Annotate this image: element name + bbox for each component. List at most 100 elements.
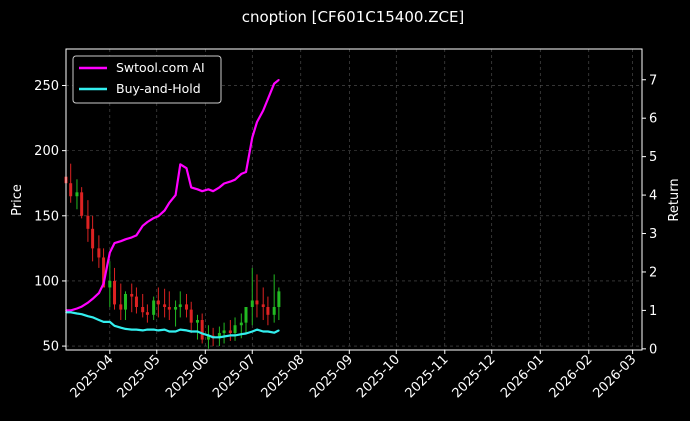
y-axis-right-label: Return: [667, 178, 682, 221]
series-point: [234, 179, 236, 181]
series-point: [76, 308, 78, 310]
series-point: [103, 321, 105, 323]
y-left-tick-label: 150: [34, 209, 59, 224]
series-point: [147, 221, 149, 223]
series-point: [256, 121, 258, 123]
candle-body: [86, 216, 89, 229]
series-point: [223, 183, 225, 185]
candle-body: [135, 297, 138, 307]
series-point: [169, 202, 171, 204]
series-point: [197, 189, 199, 191]
candle-body: [168, 307, 171, 310]
candle-body: [91, 229, 94, 249]
series-point: [219, 337, 221, 339]
series-point: [114, 242, 116, 244]
candle-body: [223, 330, 226, 333]
candle-body: [69, 183, 72, 196]
series-point: [175, 331, 177, 333]
series-point: [131, 329, 133, 331]
candle-body: [130, 294, 133, 297]
candle-body: [75, 192, 78, 196]
candle-body: [146, 312, 149, 315]
series-point: [87, 302, 89, 304]
candle-body: [229, 330, 232, 333]
series-point: [267, 98, 269, 100]
candle-body: [255, 300, 258, 304]
series-point: [175, 194, 177, 196]
candle-body: [163, 304, 166, 307]
series-point: [212, 337, 214, 339]
y-right-tick-label: 6: [649, 112, 657, 127]
y-right-tick-label: 7: [649, 73, 657, 88]
series-point: [278, 330, 280, 332]
series-point: [81, 306, 83, 308]
series-point: [262, 110, 264, 112]
series-point: [256, 329, 258, 331]
y-left-tick-label: 250: [34, 79, 59, 94]
series-point: [98, 319, 100, 321]
y-left-tick-label: 50: [42, 340, 59, 355]
series-point: [245, 171, 247, 173]
series-point: [201, 190, 203, 192]
series-point: [234, 335, 236, 337]
series-point: [147, 329, 149, 331]
series-point: [179, 329, 181, 331]
series-point: [98, 292, 100, 294]
series-point: [223, 336, 225, 338]
candle-body: [152, 300, 155, 314]
series-point: [92, 298, 94, 300]
candle-body: [141, 307, 144, 312]
series-point: [241, 333, 243, 335]
series-point: [212, 190, 214, 192]
series-point: [164, 329, 166, 331]
candle-body: [190, 310, 193, 323]
y-axis-left-label: Price: [10, 184, 25, 216]
y-right-tick-label: 5: [649, 150, 657, 165]
series-point: [245, 333, 247, 335]
series-point: [87, 315, 89, 317]
candle-body: [157, 300, 160, 304]
series-point: [208, 335, 210, 337]
series-point: [76, 313, 78, 315]
series-point: [278, 79, 280, 81]
chart-title: cnoption [CF601C15400.ZCE]: [242, 8, 465, 26]
candle-body: [245, 307, 248, 323]
y-left-tick-label: 100: [34, 274, 59, 289]
candle-body: [113, 281, 116, 304]
series-point: [273, 83, 275, 85]
y-right-tick-label: 3: [649, 227, 657, 242]
y-right-tick-label: 0: [649, 342, 657, 357]
series-point: [241, 173, 243, 175]
series-point: [201, 333, 203, 335]
series-point: [125, 238, 127, 240]
series-point: [169, 331, 171, 333]
series-point: [142, 330, 144, 332]
series-point: [208, 189, 210, 191]
candle-body: [251, 300, 254, 307]
candle-body: [266, 307, 269, 315]
candle-body: [262, 304, 265, 307]
series-point: [164, 210, 166, 212]
series-point: [230, 181, 232, 183]
candle-body: [240, 323, 243, 326]
candle-body: [174, 307, 177, 310]
candle-body: [277, 291, 280, 307]
series-point: [186, 167, 188, 169]
series-point: [136, 329, 138, 331]
candle-body: [108, 281, 111, 288]
series-point: [153, 329, 155, 331]
legend: Swtool.com AI Buy-and-Hold: [73, 56, 221, 103]
series-point: [186, 330, 188, 332]
series-point: [190, 187, 192, 189]
legend-label-swtool: Swtool.com AI: [116, 60, 205, 75]
series-point: [251, 137, 253, 139]
series-point: [158, 215, 160, 217]
series-point: [251, 331, 253, 333]
candle-body: [201, 320, 204, 340]
series-point: [109, 321, 111, 323]
series-point: [179, 164, 181, 166]
series-point: [267, 331, 269, 333]
series-point: [70, 310, 72, 312]
legend-label-buy-and-hold: Buy-and-Hold: [116, 81, 201, 96]
